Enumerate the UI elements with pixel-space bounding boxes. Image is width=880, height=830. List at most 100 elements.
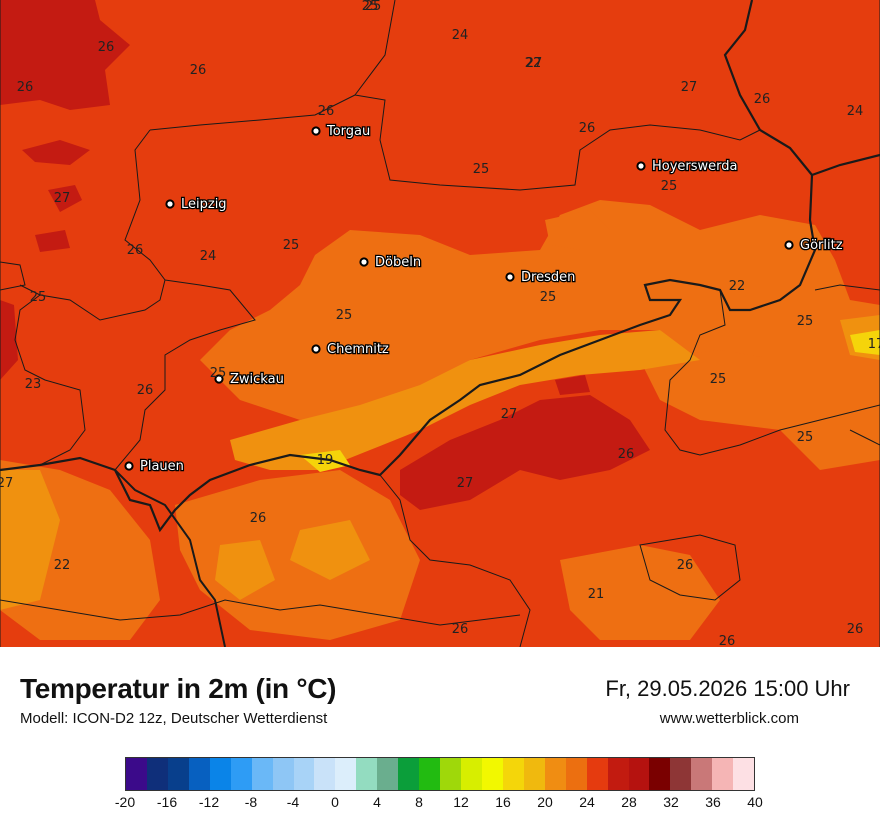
temperature-value: 26: [137, 383, 154, 398]
city-dot: [165, 199, 175, 209]
temperature-value: 25: [473, 162, 490, 177]
city-label: Görlitz: [800, 238, 843, 253]
legend-tick-label: 24: [579, 794, 595, 810]
legend-tick-label: 28: [621, 794, 637, 810]
temp-field-warm-w: [0, 300, 18, 380]
city-label: Döbeln: [375, 255, 421, 270]
legend-swatch: [544, 758, 566, 790]
city-dot: [636, 161, 646, 171]
legend-tick-label: -4: [286, 794, 300, 810]
city-dot: [311, 126, 321, 136]
city-zwickau[interactable]: Zwickau: [214, 371, 285, 388]
city-label: Leipzig: [181, 197, 227, 212]
temperature-value: 25: [210, 366, 227, 381]
legend-swatch: [398, 758, 420, 790]
country-border-east: [723, 0, 813, 176]
temperature-value: 25: [30, 290, 47, 305]
legend-ticks: -20 -16 -12 -8 -4 0 4 8 12 16 20 24 28 32 36 40: [115, 794, 763, 814]
legend-swatch: [314, 758, 336, 790]
legend-swatch: [146, 758, 168, 790]
temp-field-warm-patch: [22, 140, 90, 165]
temperature-value: 26: [847, 622, 864, 637]
city-label: Hoyerswerda: [652, 159, 738, 174]
temperature-value: 26: [190, 63, 207, 78]
temperature-value: 25: [283, 238, 300, 253]
temperature-map[interactable]: Torgau Hoyerswerda Leipzig Döbeln Dresden Gör…: [0, 0, 880, 647]
temperature-value: 26: [318, 104, 335, 119]
legend-tick-label: 36: [705, 794, 721, 810]
temperature-value: 22: [54, 558, 71, 573]
temperature-value: 24: [200, 249, 217, 264]
temp-field-cool-ridge: [230, 330, 700, 470]
temp-field-cold-spot: [850, 330, 880, 355]
region-border: [814, 284, 880, 291]
temperature-value: 25: [362, 0, 379, 14]
legend-tick-label: 8: [415, 794, 423, 810]
legend-tick-label: -16: [156, 794, 178, 810]
city-torgau[interactable]: Torgau: [311, 123, 372, 140]
temperature-value: 27: [526, 56, 543, 71]
city-leipzig[interactable]: Leipzig: [165, 196, 228, 213]
temperature-value: 26: [579, 121, 596, 136]
temp-field-cool-patch: [215, 540, 275, 600]
city-plauen[interactable]: Plauen: [124, 458, 185, 475]
city-dot: [359, 257, 369, 267]
temp-field-mild-east: [640, 350, 880, 470]
temp-field-cold-spot: [300, 450, 350, 472]
model-info: Modell: ICON-D2 12z, Deutscher Wetterdie…: [20, 710, 328, 727]
city-dot: [311, 344, 321, 354]
legend-swatch: [293, 758, 315, 790]
map-footer: Temperatur in 2m (in °C) Modell: ICON-D2…: [0, 647, 880, 830]
temperature-value: 25: [797, 314, 814, 329]
temp-field-cool-patch: [290, 520, 370, 580]
state-border: [114, 279, 256, 471]
city-döbeln[interactable]: Döbeln: [359, 254, 422, 271]
legend-swatch: [126, 758, 147, 790]
temperature-value: 24: [847, 104, 864, 119]
city-hoyerswerda[interactable]: Hoyerswerda: [636, 158, 739, 175]
legend-swatch: [565, 758, 587, 790]
legend-swatch: [502, 758, 524, 790]
city-chemnitz[interactable]: Chemnitz: [311, 341, 390, 358]
legend-swatch: [712, 758, 734, 790]
region-border: [379, 474, 531, 647]
legend-tick-label: -20: [114, 794, 136, 810]
legend-swatch: [607, 758, 629, 790]
temperature-value: 26: [17, 80, 34, 95]
temperature-value: 25: [797, 430, 814, 445]
website-link[interactable]: www.wetterblick.com: [659, 710, 799, 727]
legend-tick-label: 20: [537, 794, 553, 810]
legend-swatch: [523, 758, 545, 790]
state-border: [19, 129, 166, 321]
city-label: Chemnitz: [327, 342, 389, 357]
temperature-value: 25: [661, 179, 678, 194]
temperature-value: 27: [0, 476, 13, 491]
country-border: [0, 153, 880, 533]
city-dot: [214, 374, 224, 384]
temp-field-warm-patch: [35, 230, 70, 252]
temperature-labels: 25 24 26 27 26 26 27 26 24 26 26 25 27 25 24 26 25 25 25 25…: [0, 0, 880, 647]
temperature-value: 26: [677, 558, 694, 573]
city-label: Zwickau: [230, 372, 284, 387]
city-dresden[interactable]: Dresden: [505, 269, 577, 286]
legend-swatch: [356, 758, 378, 790]
city-görlitz[interactable]: Görlitz: [784, 237, 844, 254]
temperature-value: 26: [250, 511, 267, 526]
region-border: [664, 289, 880, 456]
legend-swatch: [251, 758, 273, 790]
region-border: [0, 599, 521, 626]
temperature-value: 26: [754, 92, 771, 107]
legend-tick-label: 12: [453, 794, 469, 810]
state-border: [0, 261, 26, 291]
legend-swatch: [440, 758, 461, 790]
city-label: Plauen: [140, 459, 184, 474]
legend-swatch: [586, 758, 608, 790]
temperature-value: 23: [25, 377, 42, 392]
temperature-value: 19: [317, 453, 334, 468]
temperature-value: 25: [710, 372, 727, 387]
temperature-value: 26: [719, 634, 736, 647]
legend-swatch: [670, 758, 692, 790]
legend-swatch: [188, 758, 210, 790]
temperature-value: 22: [729, 279, 746, 294]
temperature-value: 25: [365, 0, 382, 14]
